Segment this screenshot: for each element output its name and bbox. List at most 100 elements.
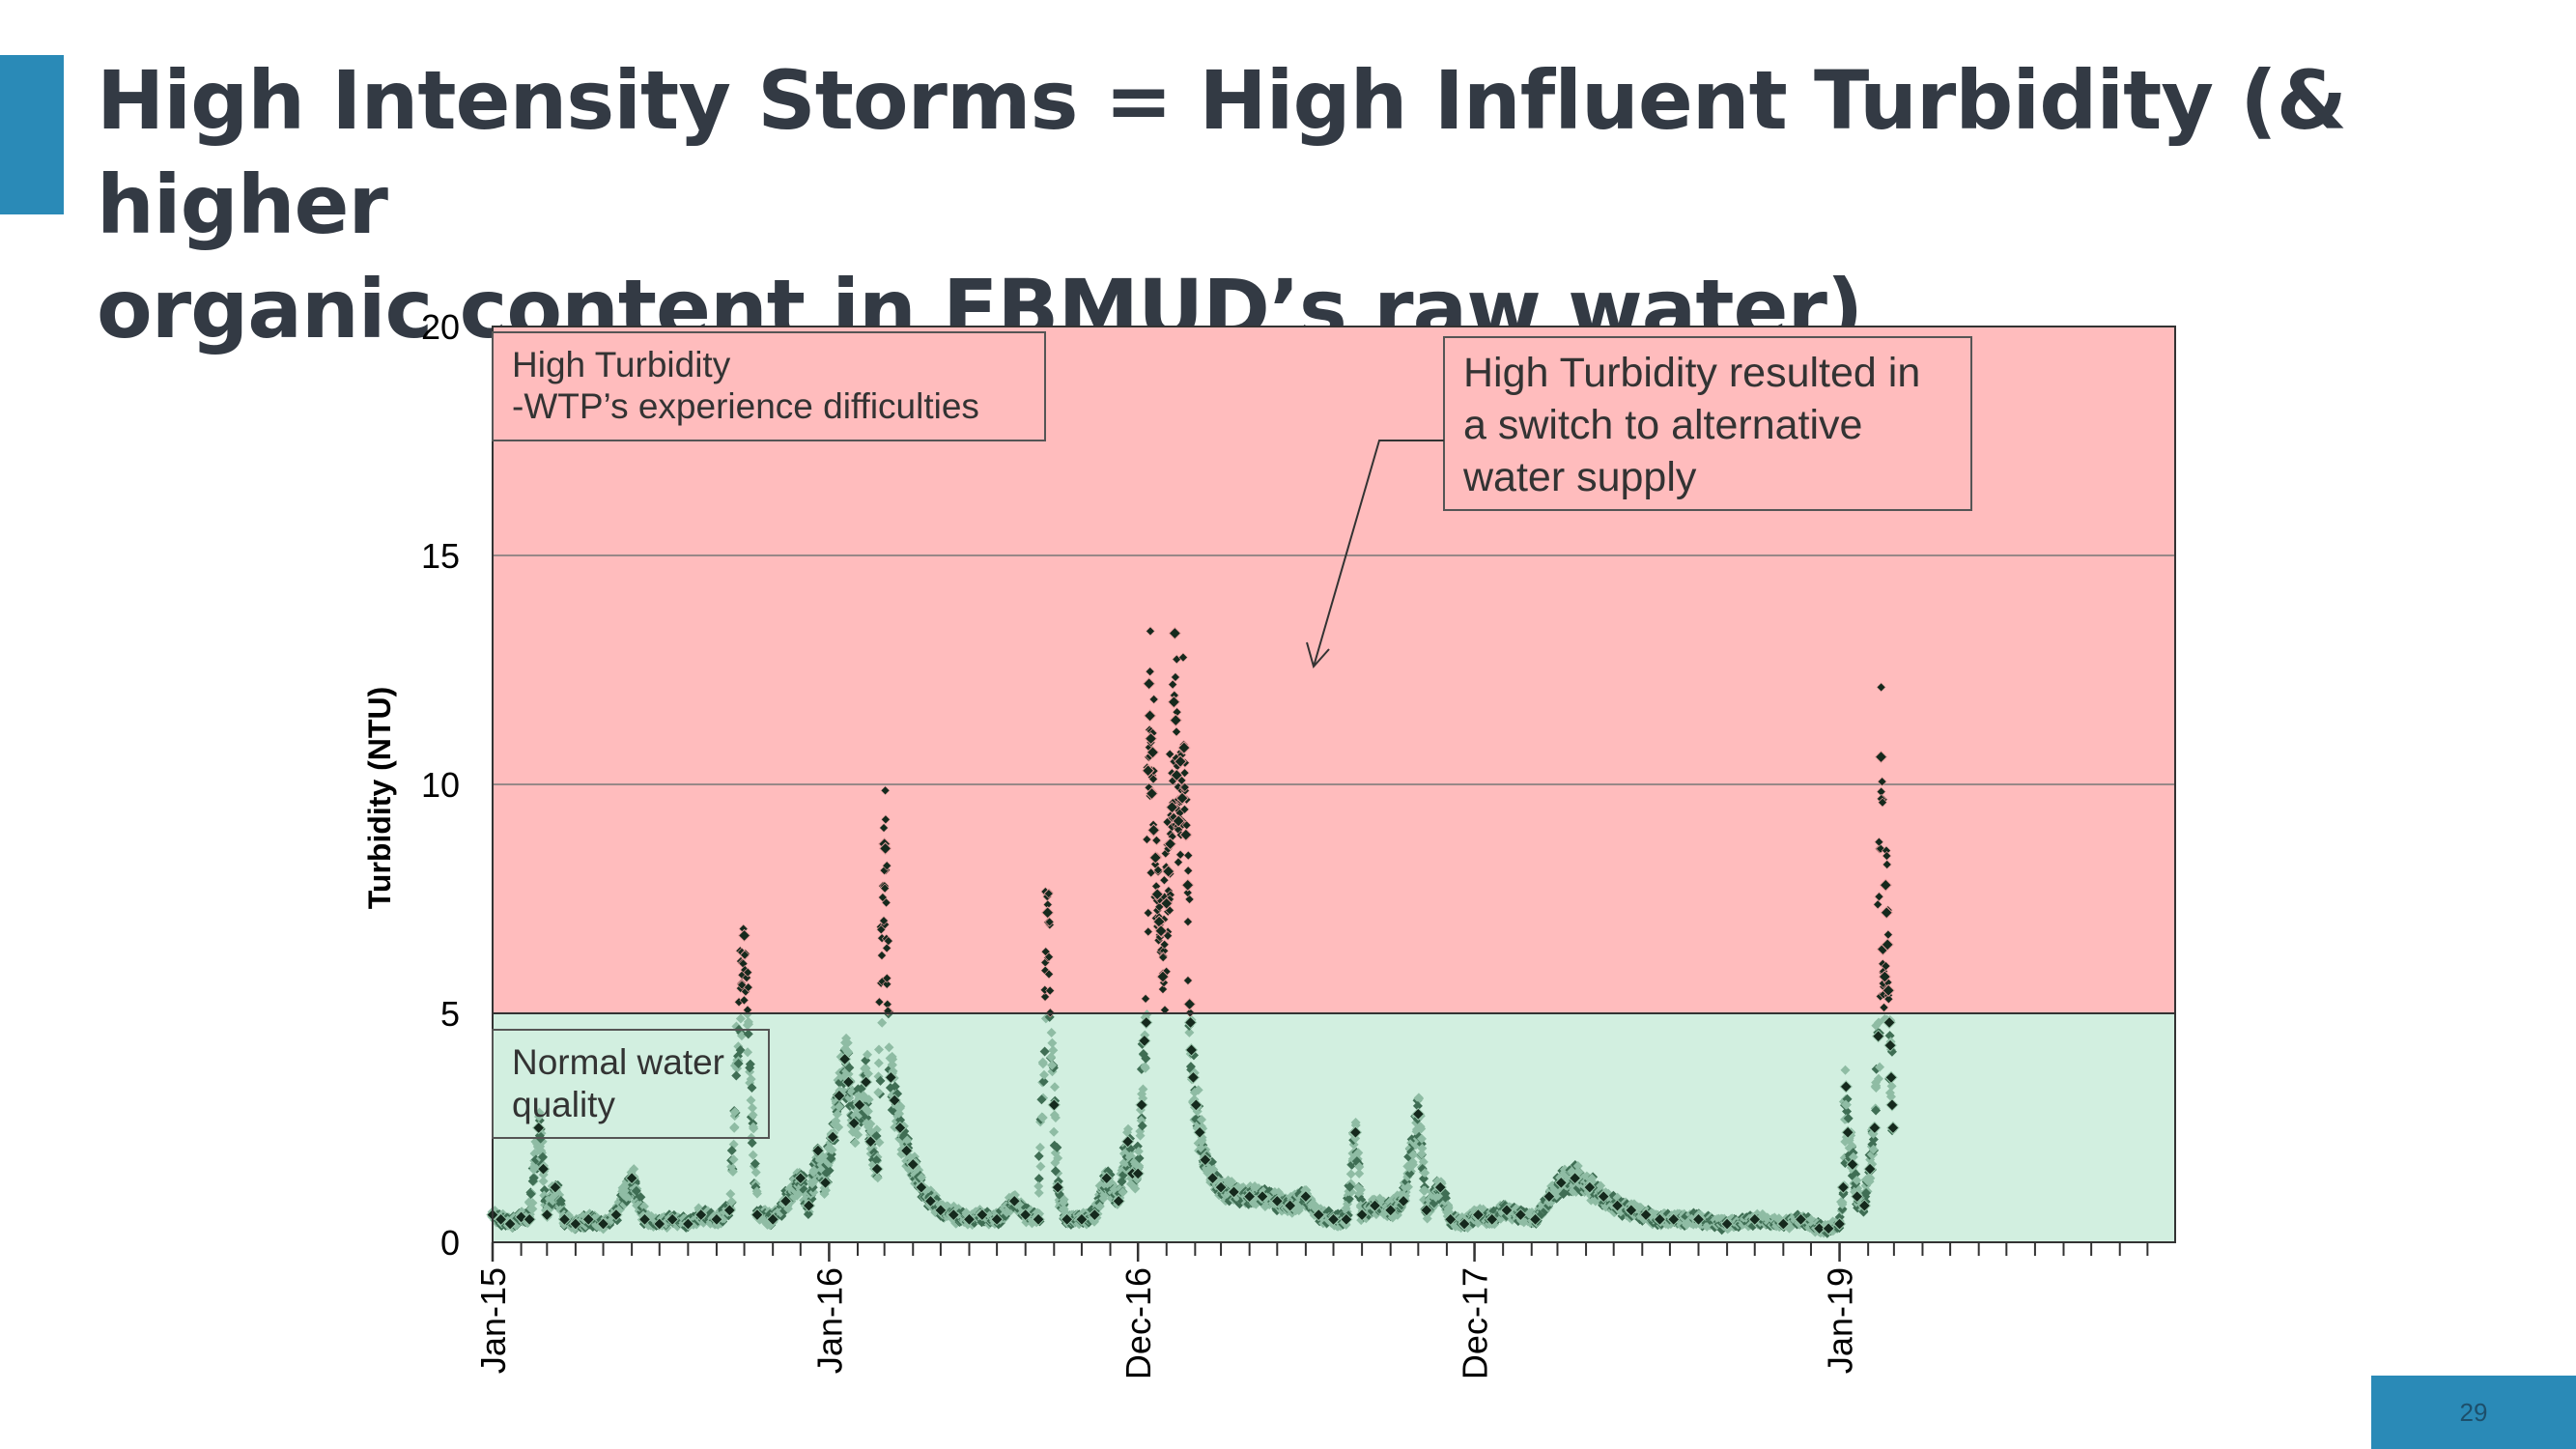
data-point-851	[748, 1110, 758, 1121]
data-point-1178	[850, 1138, 861, 1149]
data-point-836	[743, 1047, 753, 1058]
data-point-1792	[1038, 1076, 1049, 1087]
data-point-1030	[803, 1208, 813, 1219]
data-point-1838	[1053, 1152, 1063, 1163]
data-point-860	[751, 1186, 762, 1197]
data-point-1253	[872, 1173, 883, 1183]
data-point-1820	[1047, 1037, 1058, 1048]
data-point-472	[631, 1185, 641, 1196]
chart-ticks	[491, 1242, 2149, 1262]
data-point-1256	[874, 1137, 885, 1148]
data-point-1301	[888, 1054, 898, 1065]
data-point-1783	[1033, 1151, 1044, 1161]
x-tick-label-3: Dec-17	[1456, 1267, 1495, 1379]
data-point-1215	[863, 1049, 873, 1060]
page-number-box: 29	[2371, 1376, 2576, 1449]
data-point-842	[746, 1094, 756, 1105]
data-point-833	[743, 982, 753, 993]
data-point-1105	[826, 1153, 836, 1164]
data-point-830	[743, 967, 753, 978]
x-tick-label-4: Jan-19	[1821, 1267, 1860, 1374]
data-point-1353	[902, 1135, 913, 1146]
data-point-789	[729, 1122, 740, 1133]
switch-callout-line-1: High Turbidity resulted in	[1463, 350, 1920, 396]
data-point-1280	[880, 785, 891, 796]
data-point-849	[749, 1123, 759, 1134]
data-point-1782	[1035, 1161, 1046, 1172]
high-turbidity-note-line-2: -WTP’s experience difficulties	[512, 386, 979, 426]
data-point-458	[629, 1164, 639, 1175]
data-point-845	[748, 1102, 758, 1113]
accent-bar	[0, 55, 64, 214]
data-point-1281	[881, 897, 892, 908]
data-point-843	[746, 1074, 756, 1085]
data-point-1259	[873, 1087, 884, 1097]
data-point-1131	[834, 1101, 844, 1112]
data-point-166	[537, 1151, 548, 1162]
x-tick-label-1: Jan-16	[809, 1267, 849, 1374]
normal-quality-note-line-1: Normal water	[512, 1042, 724, 1082]
data-point-1837	[1050, 1166, 1061, 1177]
data-point-1122	[834, 1122, 844, 1132]
data-point-1397	[917, 1172, 927, 1182]
data-point-1285	[882, 943, 892, 953]
data-point-1823	[1046, 1052, 1057, 1063]
data-point-1287	[882, 973, 892, 983]
y-tick-label-15: 15	[421, 536, 460, 576]
data-point-1261	[875, 1075, 886, 1086]
data-point-1790	[1037, 1113, 1048, 1123]
y-tick-label-0: 0	[440, 1223, 460, 1263]
x-tick-label-2: Dec-16	[1118, 1267, 1158, 1379]
data-point-1093	[824, 1165, 835, 1176]
data-point-1784	[1034, 1142, 1045, 1152]
data-point-1826	[1047, 1060, 1058, 1070]
data-point-776	[726, 1196, 737, 1207]
data-point-809	[736, 1031, 747, 1041]
data-point-1289	[883, 936, 893, 947]
data-point-1222	[862, 1113, 872, 1123]
data-point-1277	[881, 814, 891, 825]
page-number: 29	[2459, 1397, 2488, 1427]
data-point-1795	[1039, 1046, 1050, 1057]
data-point-1154	[842, 1037, 853, 1048]
data-point-1274	[879, 916, 889, 926]
data-point-1187	[853, 1129, 863, 1140]
data-point-838	[745, 1063, 755, 1073]
data-point-143	[530, 1162, 541, 1173]
data-point-1162	[844, 1063, 855, 1073]
data-point-802	[733, 1058, 744, 1068]
data-point-1282	[882, 861, 892, 871]
switch-callout-line-2: a switch to alternative	[1463, 402, 1862, 448]
data-point-854	[748, 1150, 758, 1160]
data-point-1813	[1044, 969, 1054, 980]
data-point-1796	[1037, 1057, 1048, 1067]
y-axis-title: Turbidity (NTU)	[362, 687, 397, 909]
data-point-1257	[873, 1058, 884, 1068]
data-point-1834	[1052, 1142, 1062, 1152]
data-point-1814	[1045, 985, 1056, 996]
data-point-1293	[884, 1042, 894, 1053]
data-point-853	[750, 1158, 760, 1169]
data-point-1798	[1040, 991, 1050, 1002]
data-point-1283	[880, 883, 891, 894]
data-point-805	[735, 1045, 746, 1056]
data-point-1262	[874, 1044, 885, 1055]
data-point-1085	[819, 1188, 830, 1199]
switch-callout-line-3: water supply	[1462, 454, 1697, 500]
data-point-832	[743, 1005, 752, 1015]
data-point-780	[727, 1166, 738, 1177]
data-point-841	[747, 1083, 757, 1094]
data-point-1221	[863, 1094, 874, 1105]
data-point-1265	[877, 1017, 888, 1028]
data-point-226	[555, 1199, 566, 1209]
normal-quality-note-line-2: quality	[512, 1085, 615, 1124]
data-point-1830	[1049, 1126, 1060, 1137]
data-point-822	[739, 995, 750, 1006]
data-point-153	[534, 1112, 545, 1122]
data-point-816	[737, 980, 748, 990]
data-point-839	[744, 1019, 754, 1030]
data-point-1780	[1033, 1174, 1044, 1184]
high-turbidity-note-line-1: High Turbidity	[512, 345, 731, 384]
data-point-1252	[871, 1155, 882, 1166]
y-tick-label-10: 10	[421, 765, 460, 805]
